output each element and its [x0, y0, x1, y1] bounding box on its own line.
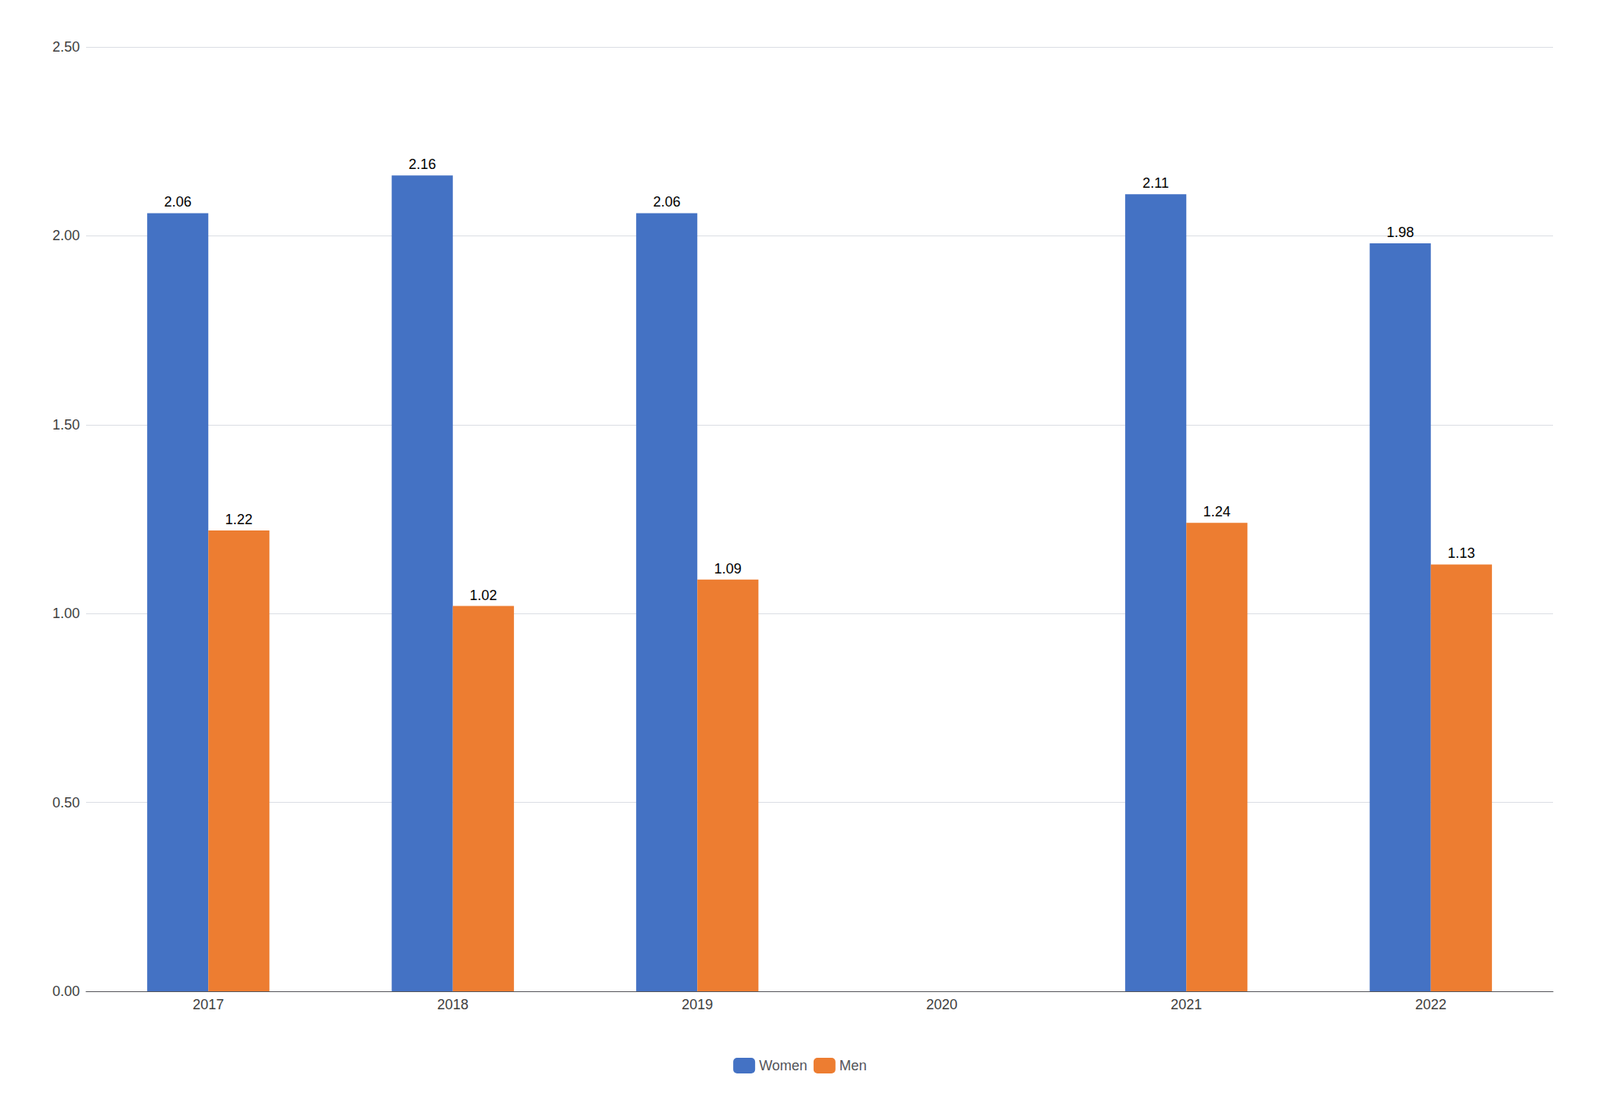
svg-text:Men: Men	[839, 1057, 867, 1074]
svg-text:2018: 2018	[437, 996, 469, 1013]
svg-text:Women: Women	[758, 1057, 808, 1074]
svg-text:1.50: 1.50	[52, 417, 80, 433]
svg-text:0.50: 0.50	[52, 794, 80, 811]
svg-text:1.09: 1.09	[714, 560, 742, 577]
svg-text:2019: 2019	[681, 996, 713, 1013]
svg-text:1.13: 1.13	[1447, 545, 1475, 561]
svg-text:1.22: 1.22	[225, 511, 253, 528]
svg-text:2021: 2021	[1170, 996, 1202, 1013]
svg-text:1.00: 1.00	[52, 605, 80, 622]
svg-text:2020: 2020	[926, 996, 958, 1013]
svg-text:0.00: 0.00	[52, 983, 80, 1000]
svg-text:2022: 2022	[1415, 996, 1447, 1013]
svg-text:2.06: 2.06	[653, 194, 681, 210]
svg-text:2.16: 2.16	[408, 156, 436, 173]
svg-text:2.50: 2.50	[52, 39, 80, 55]
svg-text:1.98: 1.98	[1386, 224, 1414, 241]
svg-text:2017: 2017	[192, 996, 224, 1013]
svg-text:2.00: 2.00	[52, 227, 80, 244]
svg-text:2.11: 2.11	[1142, 175, 1169, 191]
svg-text:2.06: 2.06	[164, 194, 192, 210]
svg-text:1.02: 1.02	[469, 587, 497, 604]
svg-text:1.24: 1.24	[1203, 503, 1231, 520]
